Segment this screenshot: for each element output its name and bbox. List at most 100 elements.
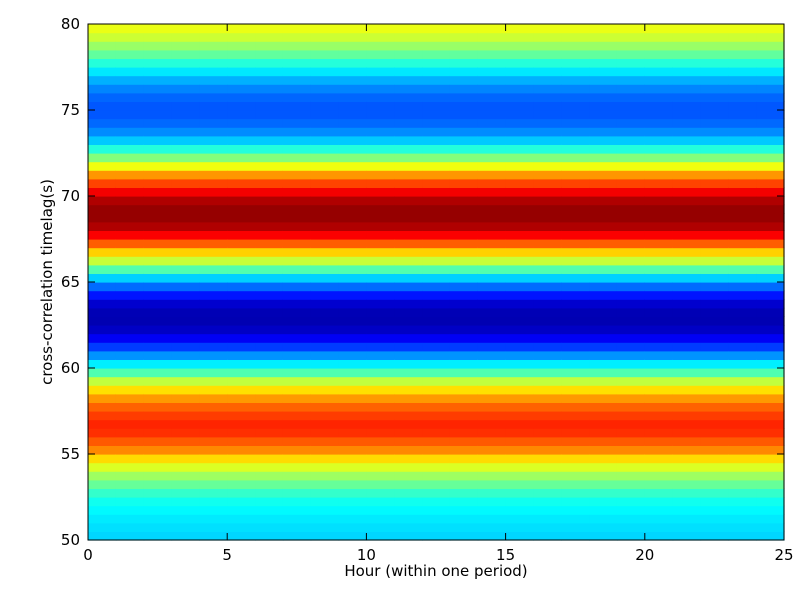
heatmap-cell — [589, 479, 618, 489]
heatmap-cell — [199, 462, 228, 472]
heatmap-cell — [227, 84, 256, 94]
heatmap-cell — [310, 307, 340, 317]
heatmap-cell — [700, 316, 729, 326]
heatmap-cell — [227, 428, 256, 438]
heatmap-cell — [616, 428, 646, 438]
heatmap-cell — [477, 273, 507, 283]
heatmap-cell — [199, 127, 228, 137]
heatmap-cell — [171, 307, 200, 317]
heatmap-cell — [477, 49, 507, 59]
heatmap-cell — [199, 290, 228, 300]
heatmap-cell — [255, 84, 284, 94]
heatmap-cell — [394, 213, 423, 223]
heatmap-cell — [394, 239, 423, 249]
heatmap-cell — [171, 505, 200, 515]
heatmap-cell — [616, 479, 646, 489]
heatmap-cell — [143, 299, 173, 309]
heatmap-cell — [88, 402, 117, 412]
heatmap-cell — [255, 32, 284, 42]
heatmap-cell — [728, 58, 757, 68]
heatmap-cell — [728, 110, 757, 120]
heatmap-cell — [282, 144, 312, 154]
heatmap-cell — [227, 187, 256, 197]
heatmap-cell — [589, 221, 618, 231]
heatmap-cell — [282, 471, 312, 481]
heatmap-cell — [644, 290, 674, 300]
heatmap-cell — [143, 376, 173, 386]
heatmap-cell — [422, 58, 451, 68]
heatmap-cell — [115, 462, 145, 472]
heatmap-cell — [115, 376, 145, 386]
heatmap-cell — [533, 41, 562, 51]
heatmap-cell — [88, 49, 117, 59]
heatmap-cell — [616, 196, 646, 206]
heatmap-cell — [533, 24, 562, 34]
heatmap-cell — [533, 445, 562, 455]
heatmap-cell — [310, 230, 340, 240]
heatmap-cell — [282, 170, 312, 180]
heatmap-cell — [505, 307, 535, 317]
heatmap-cell — [88, 428, 117, 438]
heatmap-cell — [533, 135, 562, 145]
heatmap-cell — [422, 221, 451, 231]
heatmap-cell — [700, 342, 729, 352]
heatmap-cell — [394, 359, 423, 369]
heatmap-cell — [310, 32, 340, 42]
heatmap-cell — [672, 58, 702, 68]
heatmap-cell — [338, 204, 367, 214]
heatmap-cell — [449, 376, 479, 386]
heatmap-cell — [644, 462, 674, 472]
heatmap-cell — [700, 350, 729, 360]
heatmap-cell — [338, 187, 367, 197]
heatmap-cell — [644, 316, 674, 326]
heatmap-cell — [700, 402, 729, 412]
heatmap-cell — [338, 196, 367, 206]
heatmap-cell — [88, 178, 117, 188]
heatmap-cell — [644, 299, 674, 309]
heatmap-cell — [338, 221, 367, 231]
heatmap-cell — [533, 393, 562, 403]
heatmap-cell — [616, 411, 646, 421]
heatmap-cell — [672, 273, 702, 283]
heatmap-cell — [477, 58, 507, 68]
heatmap-cell — [589, 445, 618, 455]
heatmap-cell — [310, 110, 340, 120]
heatmap-cell — [589, 325, 618, 335]
heatmap-cell — [338, 402, 367, 412]
heatmap-cell — [115, 419, 145, 429]
heatmap-cell — [171, 368, 200, 378]
heatmap-cell — [728, 402, 757, 412]
heatmap-cell — [115, 75, 145, 85]
heatmap-cell — [672, 350, 702, 360]
heatmap-cell — [561, 101, 590, 111]
heatmap-cell — [282, 522, 312, 532]
heatmap-cell — [338, 411, 367, 421]
heatmap-cell — [115, 454, 145, 464]
heatmap-cell — [589, 110, 618, 120]
heatmap-cell — [700, 299, 729, 309]
heatmap-cell — [171, 471, 200, 481]
heatmap-cell — [115, 411, 145, 421]
heatmap-cell — [227, 290, 256, 300]
heatmap-cell — [310, 428, 340, 438]
heatmap-cell — [227, 247, 256, 257]
heatmap-cell — [171, 393, 200, 403]
y-tick-label: 80 — [61, 15, 80, 33]
heatmap-cell — [199, 428, 228, 438]
heatmap-cell — [143, 67, 173, 77]
heatmap-cell — [756, 385, 785, 395]
heatmap-cell — [88, 221, 117, 231]
heatmap-cell — [589, 282, 618, 292]
heatmap-cell — [672, 359, 702, 369]
heatmap-cell — [171, 135, 200, 145]
heatmap-cell — [672, 247, 702, 257]
heatmap-cell — [394, 411, 423, 421]
heatmap-cell — [255, 505, 284, 515]
heatmap-cell — [171, 342, 200, 352]
heatmap-cell — [728, 187, 757, 197]
heatmap-cell — [394, 376, 423, 386]
heatmap-cell — [115, 471, 145, 481]
heatmap-cell — [616, 67, 646, 77]
heatmap-cell — [756, 41, 785, 51]
heatmap-cell — [310, 514, 340, 524]
